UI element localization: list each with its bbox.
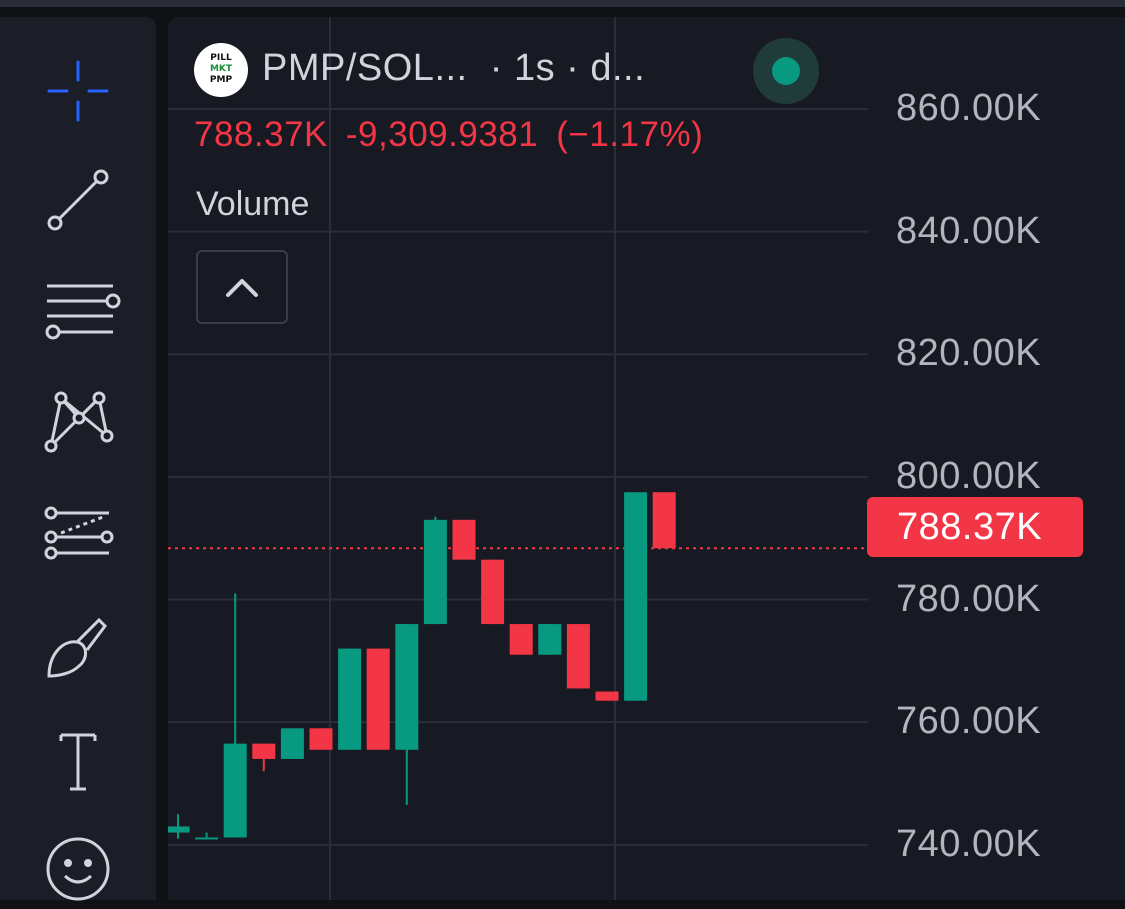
horizontal-lines-icon[interactable] <box>38 273 121 353</box>
symbol-title[interactable]: PMP/SOL... · 1s · d... <box>262 47 645 90</box>
candle-body <box>168 826 190 833</box>
live-status-icon <box>772 57 800 85</box>
price-change: -9,309.9381 <box>345 115 539 154</box>
candle-body <box>195 837 219 840</box>
candle-body <box>338 648 362 750</box>
candle-body <box>366 648 390 750</box>
token-logo: PILL MKT PMP <box>194 43 248 97</box>
candle-body <box>280 728 304 759</box>
price-axis-tick-label: 860.00K <box>896 86 1042 129</box>
candlestick-chart[interactable] <box>168 17 1125 900</box>
brush-icon[interactable] <box>38 611 118 691</box>
chart-panel[interactable]: PILL MKT PMP PMP/SOL... · 1s · d... 788.… <box>168 17 1125 900</box>
candle-body <box>509 624 533 655</box>
candle-body <box>538 624 562 655</box>
text-icon[interactable] <box>38 722 118 802</box>
candle-body <box>481 559 505 625</box>
price-axis-tick-label: 840.00K <box>896 209 1042 252</box>
price-axis-tick-label: 820.00K <box>896 332 1042 375</box>
candle-body <box>595 691 619 701</box>
candle-body <box>452 519 476 560</box>
candle-body <box>624 492 648 701</box>
collapse-legend-button[interactable] <box>196 250 288 324</box>
market-status[interactable] <box>753 38 819 104</box>
trend-line-icon[interactable] <box>38 160 118 240</box>
price-change-line: 788.37K -9,309.9381 (−1.17%) <box>194 115 721 155</box>
volume-indicator-label[interactable]: Volume <box>196 185 310 223</box>
price-axis-tick-label: 740.00K <box>896 822 1042 865</box>
candle-body <box>309 728 333 750</box>
candle-body <box>223 743 247 838</box>
emoji-icon[interactable] <box>38 829 118 909</box>
candle-body <box>566 624 590 689</box>
candle-body <box>652 492 676 549</box>
price-axis-tick-label: 780.00K <box>896 577 1042 620</box>
drawing-toolbar <box>0 17 156 901</box>
candle-body <box>423 519 447 625</box>
candle-body <box>395 624 419 750</box>
symbol-name: PMP/SOL... <box>262 47 468 89</box>
price-axis-tick-label: 800.00K <box>896 454 1042 497</box>
crosshair-icon[interactable] <box>38 51 118 131</box>
fib-channel-icon[interactable] <box>38 498 118 578</box>
last-price-tag: 788.37K <box>867 497 1083 557</box>
price-axis-tick-label: 760.00K <box>896 700 1042 743</box>
price-change-pct: (−1.17%) <box>556 115 704 154</box>
candle-body <box>252 743 276 759</box>
top-bar <box>0 0 1125 7</box>
last-price: 788.37K <box>194 115 328 154</box>
interval-text: · 1s · d... <box>489 47 646 89</box>
pattern-icon[interactable] <box>38 385 118 465</box>
chevron-up-icon <box>226 279 258 297</box>
